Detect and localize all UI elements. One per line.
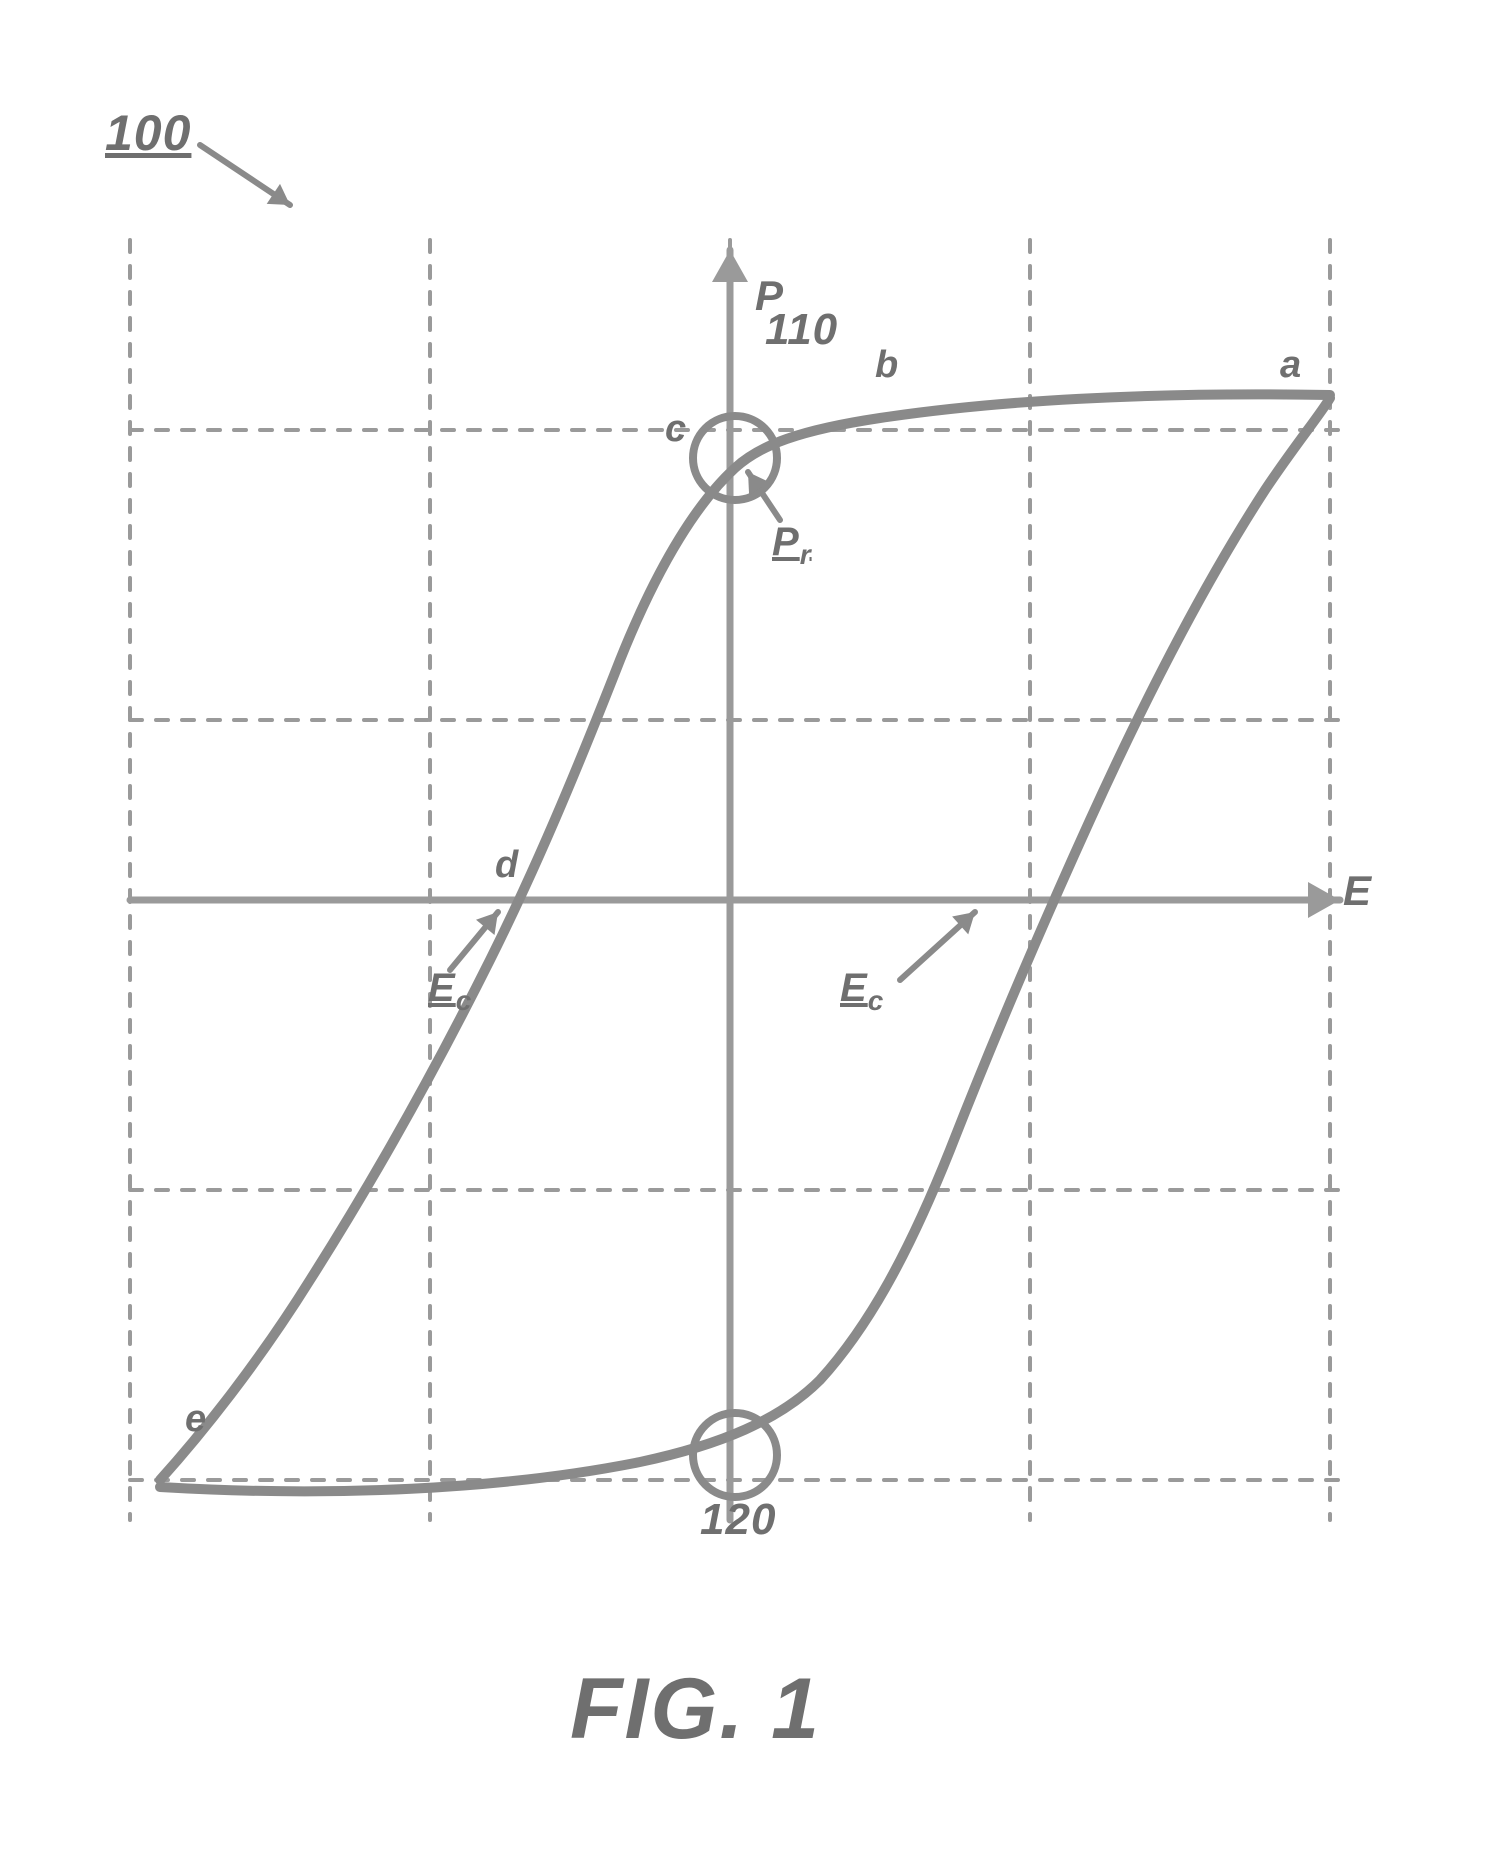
ref-120-label: 120 <box>700 1498 776 1542</box>
figure-caption: FIG. 1 <box>570 1660 821 1759</box>
point-d-label: d <box>495 846 519 884</box>
point-e-label: e <box>185 1400 207 1438</box>
ref-110-label: 110 <box>765 308 838 352</box>
ec-right-label: Ec <box>840 968 884 1015</box>
ref-100-label: 100 <box>105 108 191 158</box>
pr-label: Pr <box>772 522 812 569</box>
point-a-label: a <box>1280 346 1302 384</box>
ec-left-label: Ec <box>428 968 472 1015</box>
point-b-label: b <box>875 346 899 384</box>
point-c-label: c <box>665 410 687 448</box>
figure-stage: 100 P E 110 120 a b c d e Pr Ec Ec FIG. … <box>0 0 1489 1857</box>
figure-svg <box>0 0 1489 1857</box>
axis-e-label: E <box>1343 870 1372 912</box>
